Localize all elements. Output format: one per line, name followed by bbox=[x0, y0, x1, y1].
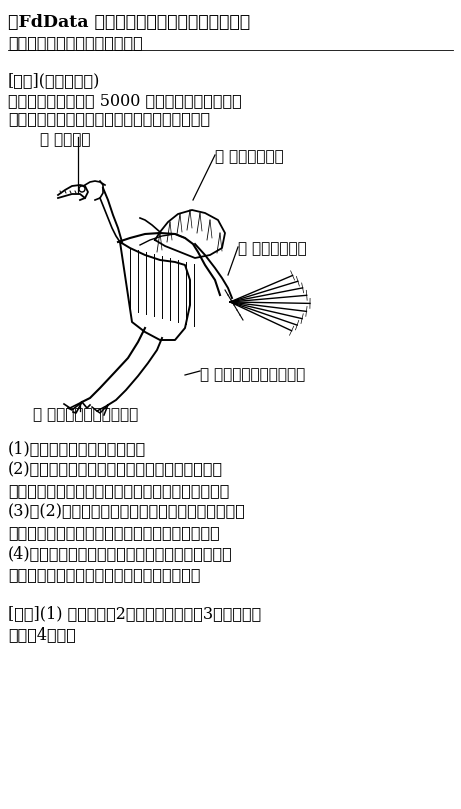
Text: 次の図は，約１億 5000 万年前の地層から発見: 次の図は，約１億 5000 万年前の地層から発見 bbox=[8, 92, 242, 109]
Text: オ つめのついた指がある: オ つめのついた指がある bbox=[33, 408, 138, 422]
Text: 種類に分かれていくことを何というか。: 種類に分かれていくことを何というか。 bbox=[8, 566, 201, 583]
Text: (1)　この動物を何というか。: (1) この動物を何というか。 bbox=[8, 440, 146, 457]
Text: (3)　(2)の特徴をもつことから，現在の鳥類は何類: (3) (2)の特徴をもつことから，現在の鳥類は何類 bbox=[8, 503, 246, 520]
Text: (4)　生物が長い時間をかけて変化し，いろいろな: (4) 生物が長い時間をかけて変化し，いろいろな bbox=[8, 545, 233, 562]
Text: ア 尾に骨がある: ア 尾に骨がある bbox=[238, 242, 307, 256]
Text: 特徴がある。その特徴を図のア〜オから選べ。: 特徴がある。その特徴を図のア〜オから選べ。 bbox=[8, 482, 230, 499]
Text: 類　（4）進化: 類 （4）進化 bbox=[8, 626, 76, 643]
Text: された化石の復元図である。各問いに答えよ。: された化石の復元図である。各問いに答えよ。 bbox=[8, 110, 210, 127]
Text: [解答](1) 始祖鳥　（2）ア，ウ，オ　（3）ハチュウ: [解答](1) 始祖鳥 （2）ア，ウ，オ （3）ハチュウ bbox=[8, 605, 261, 622]
Text: エ 羽毛におおわれている: エ 羽毛におおわれている bbox=[200, 368, 305, 382]
Text: [問題](１学期期末): [問題](１学期期末) bbox=[8, 72, 100, 89]
Text: ウ 歯がある: ウ 歯がある bbox=[40, 133, 90, 147]
Text: のなかまから分かれてきたと考えられるか。: のなかまから分かれてきたと考えられるか。 bbox=[8, 524, 220, 541]
Text: (2)　この動物は鳥に似ているが現在の鳥にない: (2) この動物は鳥に似ているが現在の鳥にない bbox=[8, 461, 223, 478]
Text: 【FdData 中間期末：中学理科２年：進化】: 【FdData 中間期末：中学理科２年：進化】 bbox=[8, 14, 250, 31]
Text: イ つばさがある: イ つばさがある bbox=[215, 150, 284, 164]
Text: ［進化の証拠①：始祖鳥など］: ［進化の証拠①：始祖鳥など］ bbox=[8, 34, 143, 51]
